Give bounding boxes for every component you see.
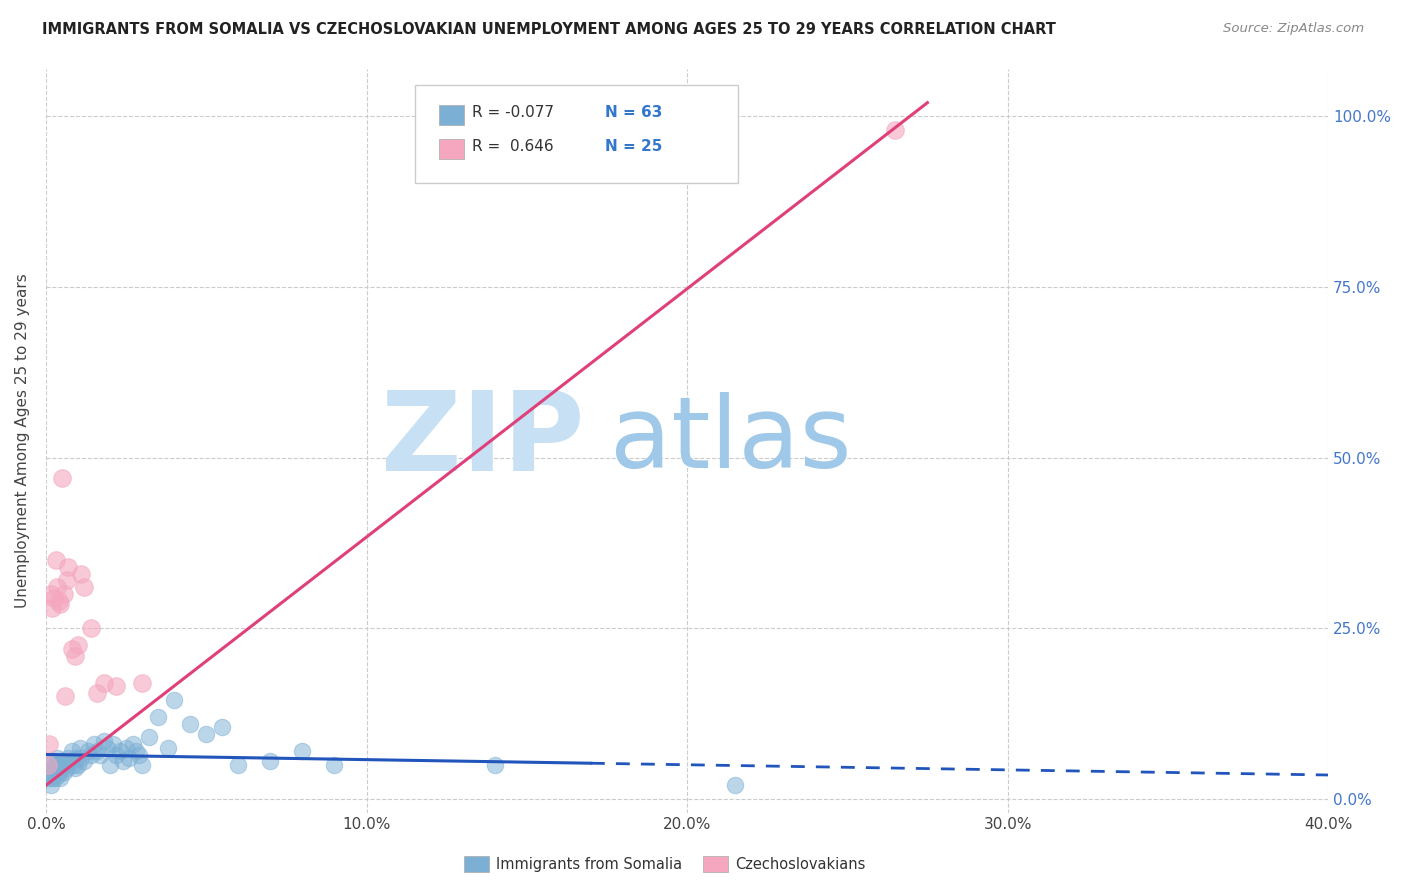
Point <box>724 778 747 792</box>
Point <box>108 744 131 758</box>
Point <box>42 591 65 605</box>
Point <box>73 755 96 769</box>
Point <box>259 755 281 769</box>
Point <box>131 757 153 772</box>
Point <box>46 580 69 594</box>
Point <box>46 768 69 782</box>
Point <box>163 693 186 707</box>
Point <box>65 751 87 765</box>
Point <box>45 553 67 567</box>
Point <box>83 737 105 751</box>
Point <box>98 757 121 772</box>
Point <box>323 757 346 772</box>
Point <box>66 757 89 772</box>
Point <box>42 764 65 779</box>
Point <box>63 761 86 775</box>
Point <box>56 761 79 775</box>
Point <box>115 740 138 755</box>
Point <box>58 559 80 574</box>
Text: Czechoslovakians: Czechoslovakians <box>735 857 866 871</box>
Point <box>45 761 67 775</box>
Point <box>52 587 75 601</box>
Point <box>211 720 233 734</box>
Point <box>63 648 86 663</box>
Text: R = -0.077: R = -0.077 <box>472 105 554 120</box>
Point <box>56 574 79 588</box>
Point <box>52 764 75 779</box>
Point <box>128 747 150 762</box>
Point <box>48 594 70 608</box>
Point <box>41 600 63 615</box>
Point <box>51 471 73 485</box>
Point <box>86 744 108 758</box>
Point <box>884 123 907 137</box>
Text: Immigrants from Somalia: Immigrants from Somalia <box>496 857 682 871</box>
Point <box>484 757 506 772</box>
Point <box>38 737 60 751</box>
Point <box>37 757 59 772</box>
Point <box>121 737 143 751</box>
Point <box>105 679 128 693</box>
Point <box>44 772 66 786</box>
Point <box>96 740 118 755</box>
Point <box>70 751 93 765</box>
Point <box>51 755 73 769</box>
Point <box>73 580 96 594</box>
Point <box>62 757 84 772</box>
Text: IMMIGRANTS FROM SOMALIA VS CZECHOSLOVAKIAN UNEMPLOYMENT AMONG AGES 25 TO 29 YEAR: IMMIGRANTS FROM SOMALIA VS CZECHOSLOVAKI… <box>42 22 1056 37</box>
Point <box>118 751 141 765</box>
Point <box>60 641 83 656</box>
Point <box>86 686 108 700</box>
Point <box>125 744 148 758</box>
Y-axis label: Unemployment Among Ages 25 to 29 years: Unemployment Among Ages 25 to 29 years <box>15 273 30 608</box>
Point <box>42 755 65 769</box>
Point <box>39 587 62 601</box>
Point <box>146 710 169 724</box>
Point <box>59 755 82 769</box>
Point <box>80 747 103 762</box>
Point <box>93 734 115 748</box>
Point <box>69 740 91 755</box>
Point <box>70 566 93 581</box>
Point <box>226 757 249 772</box>
Point <box>53 757 76 772</box>
Point <box>103 737 125 751</box>
Point <box>37 772 59 786</box>
Point <box>138 731 160 745</box>
Text: ZIP: ZIP <box>381 387 585 494</box>
Point <box>41 772 63 786</box>
Point <box>51 761 73 775</box>
Point <box>195 727 218 741</box>
Point <box>53 690 76 704</box>
Point <box>66 638 89 652</box>
Point <box>156 740 179 755</box>
Point <box>48 764 70 779</box>
Point <box>60 744 83 758</box>
Point <box>93 676 115 690</box>
Text: Source: ZipAtlas.com: Source: ZipAtlas.com <box>1223 22 1364 36</box>
Point <box>58 751 80 765</box>
Point <box>49 772 72 786</box>
Point <box>89 747 111 762</box>
Point <box>38 764 60 779</box>
Point <box>41 761 63 775</box>
Text: N = 63: N = 63 <box>605 105 662 120</box>
Point <box>131 676 153 690</box>
Point <box>76 744 98 758</box>
Text: atlas: atlas <box>610 392 852 489</box>
Point <box>45 757 67 772</box>
Point <box>38 768 60 782</box>
Text: N = 25: N = 25 <box>605 139 662 154</box>
Point <box>46 751 69 765</box>
Point <box>111 755 134 769</box>
Point <box>48 757 70 772</box>
Point <box>39 778 62 792</box>
Point <box>38 757 60 772</box>
Point <box>105 747 128 762</box>
Point <box>291 744 314 758</box>
Point <box>80 621 103 635</box>
Text: R =  0.646: R = 0.646 <box>472 139 554 154</box>
Point <box>179 716 201 731</box>
Point <box>49 598 72 612</box>
